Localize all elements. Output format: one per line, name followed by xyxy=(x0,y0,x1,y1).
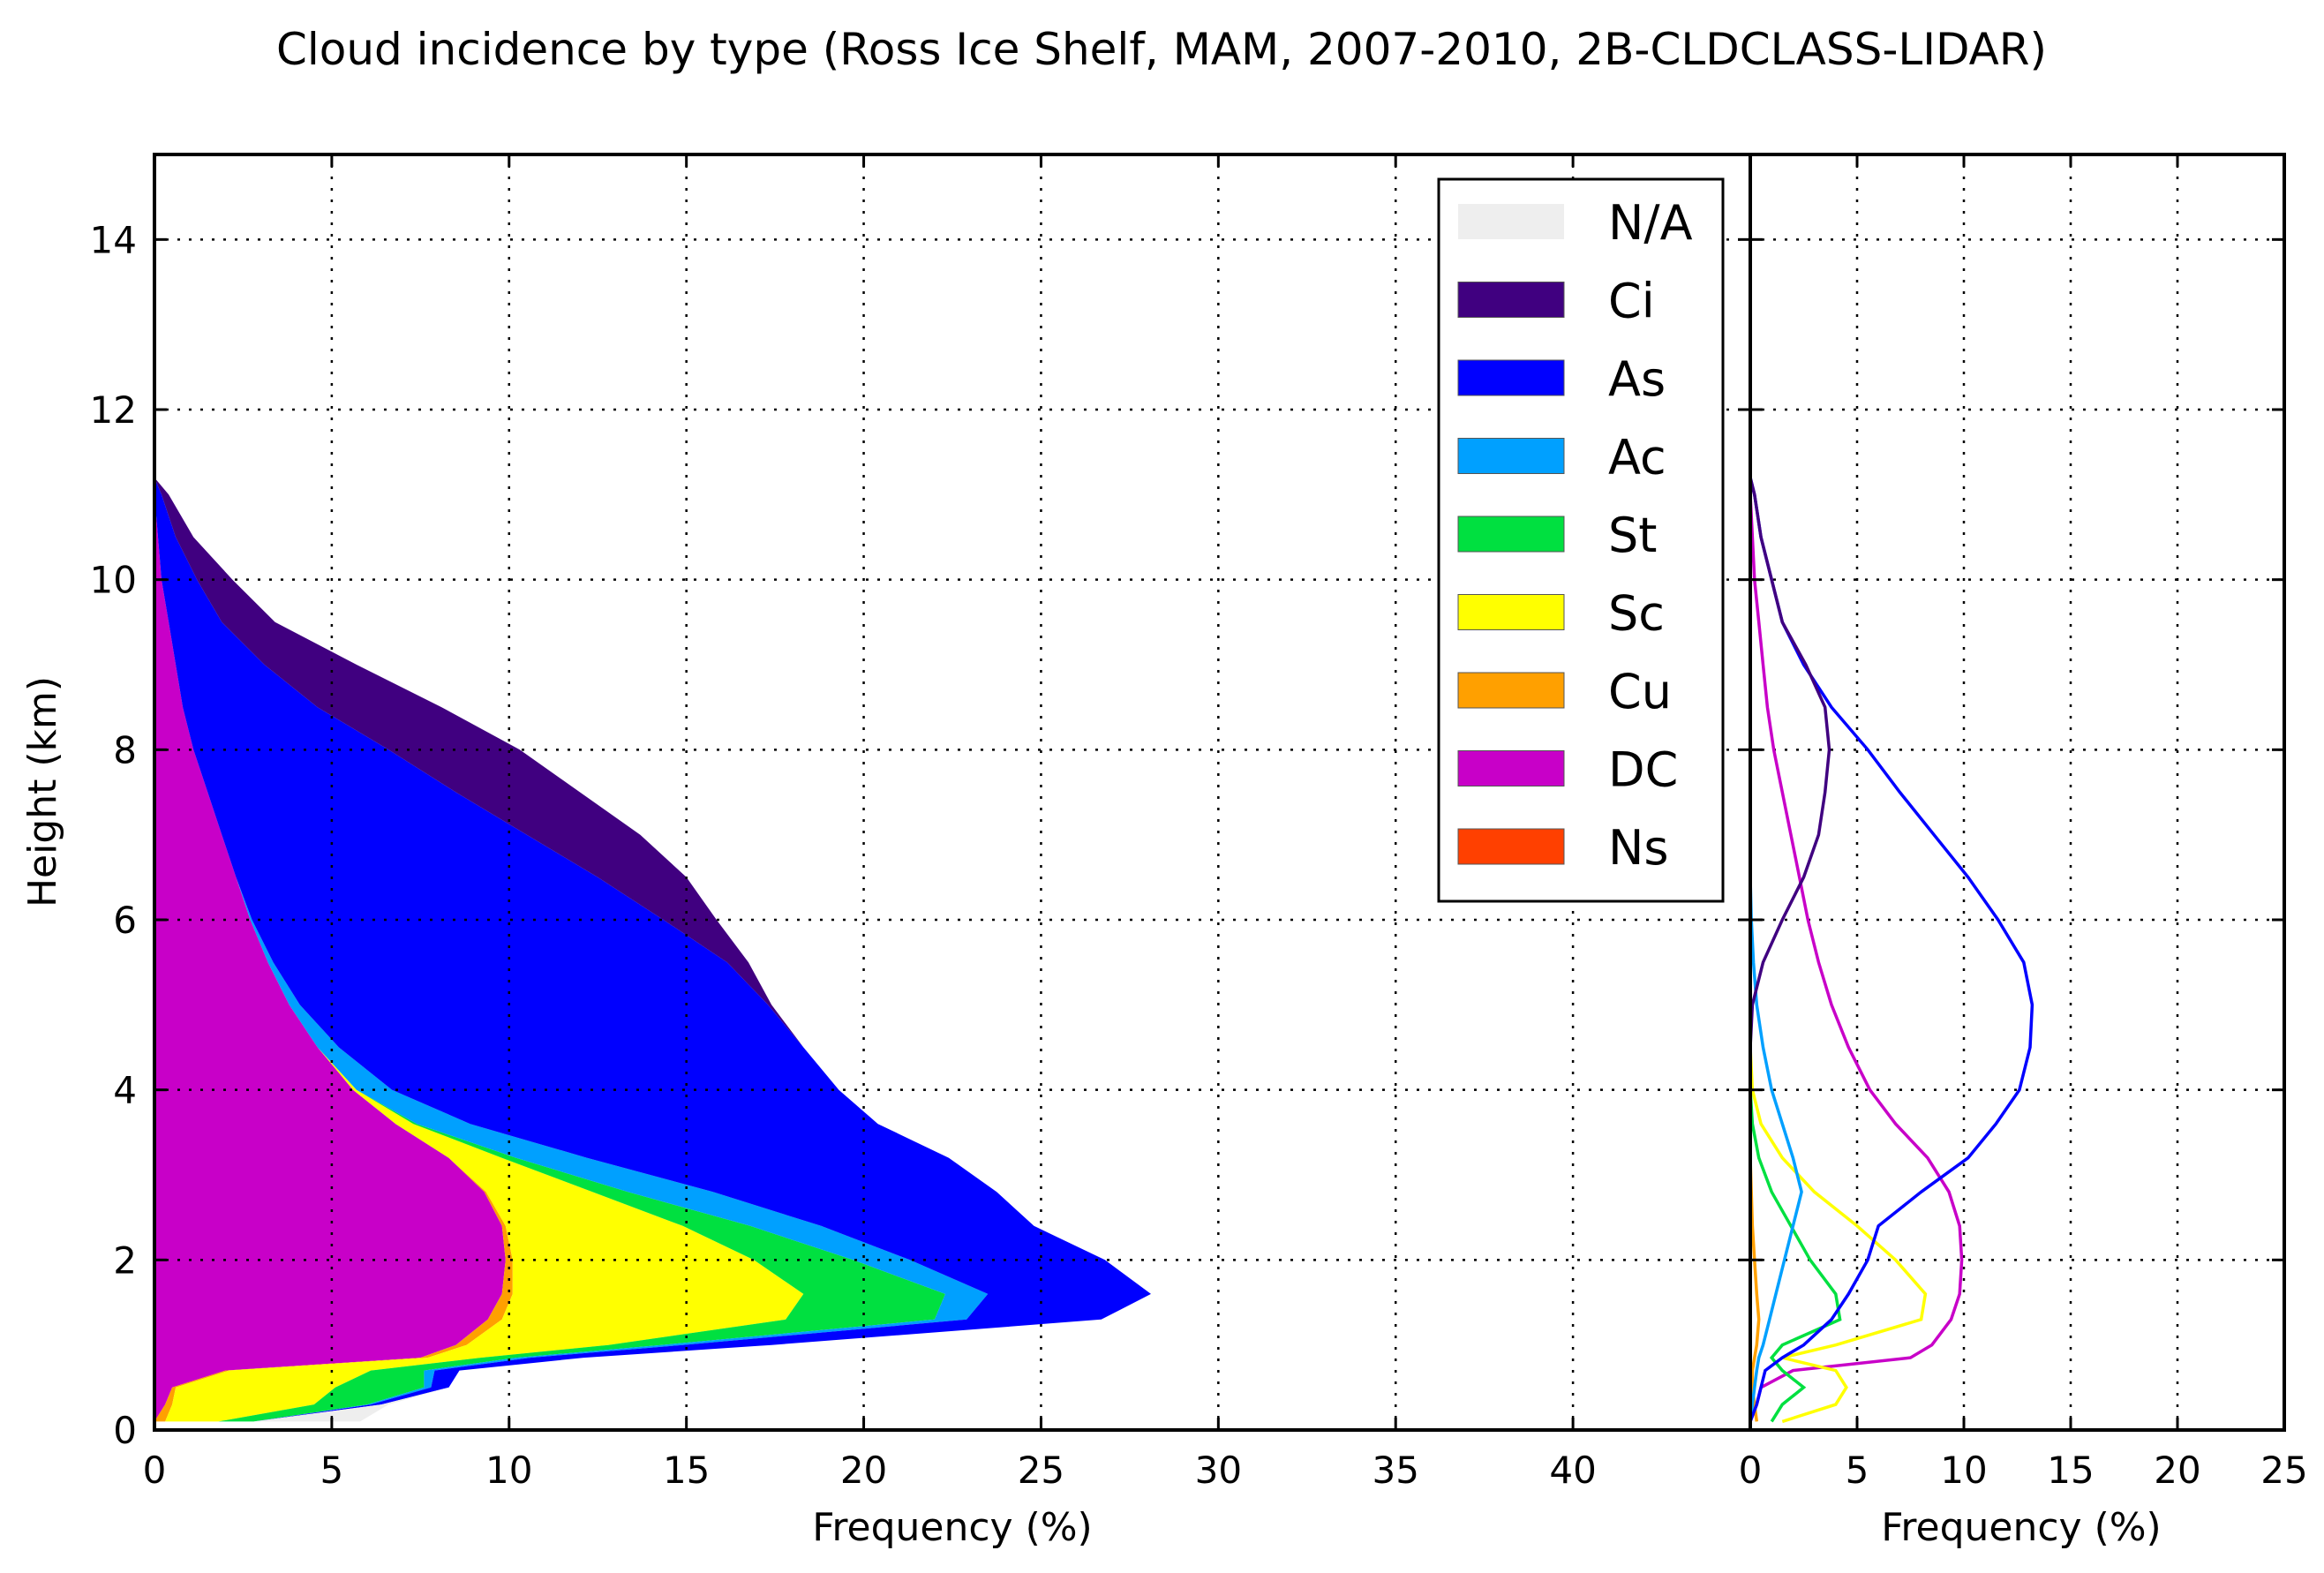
area-as xyxy=(154,478,1151,1422)
area-ci xyxy=(154,478,1151,1422)
profile-line-dc xyxy=(1749,478,1964,1423)
y-tick-label: 12 xyxy=(90,388,137,432)
y-tick-label: 2 xyxy=(113,1238,137,1282)
y-tick-label: 14 xyxy=(90,218,137,261)
x-tick-label: 35 xyxy=(1372,1449,1418,1492)
profile-line-as xyxy=(1749,477,2034,1423)
y-tick-label: 6 xyxy=(113,899,137,942)
x-tick-label: 40 xyxy=(1549,1449,1596,1492)
main-x-axis-label: Frequency (%) xyxy=(812,1505,1092,1550)
legend-swatch-na xyxy=(1458,204,1564,239)
y-tick-label: 0 xyxy=(113,1409,137,1452)
profile-line-sc xyxy=(1749,478,1928,1424)
x-tick-label: 10 xyxy=(485,1449,532,1492)
side-x-tick-label: 15 xyxy=(2047,1449,2094,1492)
x-tick-label: 0 xyxy=(143,1449,167,1492)
side-x-axis-label: Frequency (%) xyxy=(1881,1505,2161,1550)
legend-label-as: As xyxy=(1608,351,1666,407)
profile-line-ci xyxy=(1749,477,1831,1422)
legend-swatch-sc xyxy=(1457,594,1565,630)
stacked-area-panel: 0 5 10 15 20 25 30 35 40 0 2 4 6 8 10 12 14 Frequency (… xyxy=(20,153,1752,1550)
side-x-tick-label: 20 xyxy=(2154,1449,2200,1492)
legend-swatch-dc xyxy=(1457,750,1565,786)
chart-title: Cloud incidence by type (Ross Ice Shelf,… xyxy=(276,24,2047,75)
legend: N/A Ci As Ac St Sc Cu DC Ns xyxy=(1437,177,1725,903)
main-x-ticks: 0 5 10 15 20 25 30 35 40 xyxy=(143,154,1597,1492)
profile-lines xyxy=(1749,477,2034,1424)
legend-label-ac: Ac xyxy=(1608,430,1666,485)
side-grid xyxy=(1750,154,2284,1430)
legend-swatch-ns xyxy=(1457,828,1565,865)
line-profile-panel: 0 5 10 15 20 25 Frequency (%) xyxy=(1739,153,2308,1550)
legend-label-ns: Ns xyxy=(1608,820,1669,876)
side-x-ticks: 0 5 10 15 20 25 xyxy=(1739,154,2308,1492)
legend-label-sc: Sc xyxy=(1608,586,1665,642)
legend-swatch-cu xyxy=(1457,672,1565,709)
stacked-areas xyxy=(154,478,1151,1422)
legend-label-cu: Cu xyxy=(1608,664,1672,719)
y-axis-label: Height (km) xyxy=(20,676,65,907)
side-x-tick-label: 5 xyxy=(1846,1449,1869,1492)
x-tick-label: 20 xyxy=(840,1449,887,1492)
legend-swatch-ci xyxy=(1457,282,1565,318)
legend-label-ci: Ci xyxy=(1608,274,1655,329)
side-plot-frame xyxy=(1749,153,2286,1432)
legend-swatch-st xyxy=(1457,516,1565,553)
legend-label-dc: DC xyxy=(1608,742,1678,798)
side-x-tick-label: 0 xyxy=(1739,1449,1763,1492)
x-tick-label: 25 xyxy=(1018,1449,1064,1492)
y-tick-label: 10 xyxy=(90,559,137,602)
x-tick-label: 5 xyxy=(320,1449,344,1492)
y-tick-label: 4 xyxy=(113,1069,137,1112)
main-y-ticks: 0 2 4 6 8 10 12 14 xyxy=(90,218,1750,1452)
main-grid xyxy=(154,154,1750,1430)
profile-line-st xyxy=(1749,478,1842,1423)
x-tick-label: 30 xyxy=(1195,1449,1242,1492)
legend-label-st: St xyxy=(1608,508,1657,563)
x-tick-label: 15 xyxy=(663,1449,710,1492)
side-x-tick-label: 10 xyxy=(1940,1449,1987,1492)
side-x-tick-label: 25 xyxy=(2260,1449,2307,1492)
area-dc xyxy=(154,478,506,1422)
legend-swatch-as xyxy=(1457,359,1565,396)
y-tick-label: 8 xyxy=(113,728,137,771)
legend-swatch-ac xyxy=(1457,438,1565,474)
legend-label-na: N/A xyxy=(1608,195,1693,251)
